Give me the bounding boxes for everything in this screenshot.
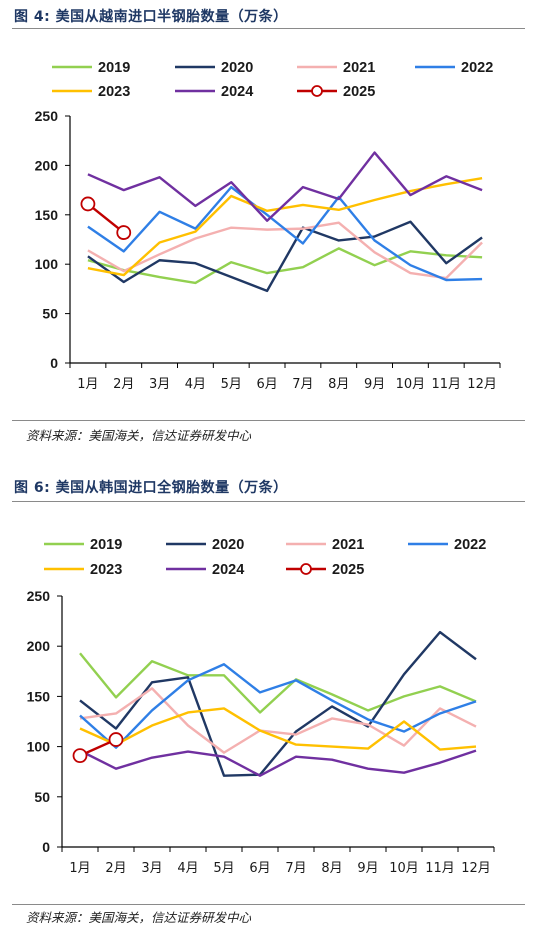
x-tick-label: 6月	[256, 377, 277, 392]
series-line-2020	[79, 630, 477, 777]
y-tick-label: 50	[42, 306, 58, 322]
series-line-2019	[87, 247, 483, 285]
x-tick-label: 4月	[177, 861, 198, 876]
y-tick-label: 0	[50, 355, 58, 371]
x-tick-label: 2月	[113, 377, 134, 392]
y-tick-label: 50	[34, 789, 50, 805]
x-tick-label: 9月	[364, 377, 385, 392]
x-tick-label: 8月	[321, 861, 342, 876]
x-tick-label: 9月	[357, 861, 378, 876]
y-tick-label: 150	[35, 207, 59, 223]
legend-marker-2025	[300, 563, 312, 575]
y-tick-label: 250	[35, 108, 59, 124]
chart-figure-6: 0 50 100 150 200 250 1月 2月 3月 4月 5月 6月 7月 8月 9月 10月 11月 1…	[27, 537, 495, 876]
x-tick-label: 4月	[185, 377, 206, 392]
legend-label-2019: 2019	[90, 537, 122, 553]
legend-label-2020: 2020	[221, 60, 253, 76]
x-tick-label: 12月	[461, 861, 491, 876]
x-tick-label: 3月	[141, 861, 162, 876]
x-tick-label: 6月	[249, 861, 270, 876]
series-line-2024	[87, 151, 483, 222]
x-tick-label: 7月	[292, 377, 313, 392]
x-tick-label: 5月	[213, 861, 234, 876]
series-line-2022	[79, 663, 477, 749]
legend-label-2024: 2024	[221, 84, 253, 100]
series-line-2024	[79, 749, 477, 777]
legend-label-2022: 2022	[454, 537, 486, 553]
legend-label-2023: 2023	[98, 84, 130, 100]
legend-label-2025: 2025	[332, 562, 364, 578]
legend-label-2021: 2021	[343, 60, 375, 76]
figure-6-title: 图 6: 美国从韩国进口全钢胎数量（万条）	[14, 480, 288, 496]
x-tick-label: 7月	[285, 861, 306, 876]
figure-4-title: 图 4: 美国从越南进口半钢胎数量（万条）	[14, 9, 288, 25]
figure-4-source: 资料来源：美国海关，信达证券研发中心	[26, 428, 252, 443]
x-tick-label: 12月	[467, 377, 497, 392]
figure-6-source: 资料来源：美国海关，信达证券研发中心	[26, 910, 252, 925]
series-line-2022	[87, 185, 483, 282]
figure-6-title-rule	[12, 501, 525, 502]
legend-label-2025: 2025	[343, 84, 375, 100]
x-tick-label: 3月	[149, 377, 170, 392]
legend-label-2019: 2019	[98, 60, 130, 76]
x-tick-label: 1月	[69, 861, 90, 876]
series-line-2023	[79, 707, 477, 751]
x-tick-label: 11月	[425, 861, 455, 876]
data-point-2025	[108, 732, 124, 747]
x-tick-label: 5月	[221, 377, 242, 392]
chart-figure-4: 0 50 100 150 200 250 1月 2月 3月 4月 5月 6月 7月 8月 9月 10月 11月 1…	[35, 60, 501, 392]
legend-label-2024: 2024	[212, 562, 244, 578]
x-tick-label: 1月	[77, 377, 98, 392]
y-tick-label: 100	[27, 739, 51, 755]
x-tick-label: 11月	[431, 377, 461, 392]
data-point-2025	[72, 748, 88, 764]
series-line-2019	[79, 652, 477, 714]
series-line-2023	[87, 177, 483, 277]
figure-4-title-rule	[12, 28, 525, 29]
data-point-2025	[116, 225, 132, 240]
y-tick-label: 200	[35, 157, 59, 173]
x-tick-label: 10月	[396, 377, 426, 392]
y-tick-label: 200	[27, 638, 51, 654]
series-line-2025	[87, 202, 125, 234]
figure-6-source-rule	[12, 904, 525, 905]
legend-label-2021: 2021	[332, 537, 364, 553]
y-tick-label: 0	[42, 839, 50, 855]
data-point-2025	[80, 196, 96, 212]
series-line-2021	[79, 687, 477, 754]
y-tick-label: 100	[35, 256, 59, 272]
legend-label-2022: 2022	[461, 60, 493, 76]
x-tick-label: 2月	[105, 861, 126, 876]
series-line-2020	[87, 220, 483, 293]
y-tick-label: 250	[27, 588, 51, 604]
legend-label-2020: 2020	[212, 537, 244, 553]
x-tick-label: 8月	[328, 377, 349, 392]
x-tick-label: 10月	[389, 861, 419, 876]
figure-4-source-rule	[12, 420, 525, 421]
y-tick-label: 150	[27, 688, 51, 704]
legend-marker-2025	[311, 85, 323, 97]
legend-label-2023: 2023	[90, 562, 122, 578]
